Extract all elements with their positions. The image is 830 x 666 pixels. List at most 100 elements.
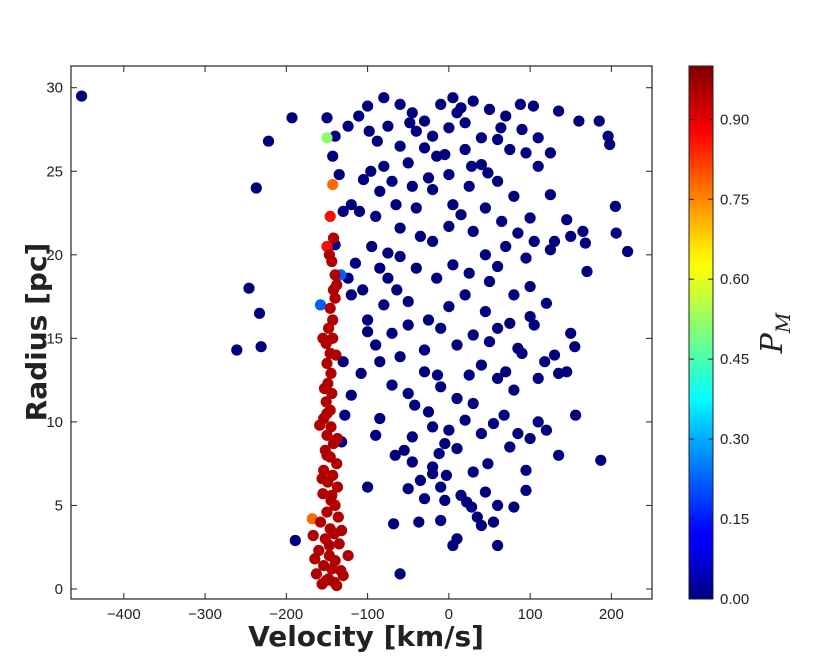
data-point <box>321 449 333 461</box>
data-point <box>370 339 382 351</box>
data-point <box>577 225 589 237</box>
data-point <box>409 399 421 411</box>
data-point <box>532 372 544 384</box>
x-axis-title: Velocity [km/s] <box>248 620 484 653</box>
data-point <box>378 160 390 172</box>
data-point <box>371 135 383 147</box>
data-point <box>508 384 520 396</box>
data-point <box>520 484 532 496</box>
data-point <box>402 157 414 169</box>
data-point <box>439 494 451 506</box>
data-point <box>362 314 374 326</box>
data-point <box>362 326 374 338</box>
data-point <box>362 481 374 493</box>
data-point <box>422 314 435 326</box>
data-point <box>593 115 605 127</box>
y-tick-label: 0 <box>55 581 63 598</box>
data-point <box>516 347 528 359</box>
data-point <box>463 267 475 279</box>
data-point <box>573 115 585 127</box>
data-point <box>527 100 540 112</box>
data-point <box>520 147 532 159</box>
data-point <box>314 419 326 431</box>
data-point <box>310 568 322 580</box>
data-point <box>406 456 418 468</box>
data-point <box>314 516 327 528</box>
data-point <box>544 244 557 256</box>
data-point <box>345 289 357 301</box>
data-point <box>394 568 406 580</box>
data-point <box>326 489 338 501</box>
data-point <box>455 209 467 221</box>
data-point <box>422 172 435 184</box>
data-point <box>331 433 344 445</box>
data-point <box>482 458 494 470</box>
data-point <box>492 133 504 146</box>
data-point <box>492 372 504 384</box>
data-point <box>487 516 500 528</box>
data-point <box>475 359 487 371</box>
data-point <box>508 289 520 301</box>
data-point <box>431 272 443 284</box>
data-point <box>386 379 398 391</box>
data-point <box>451 443 463 455</box>
data-point <box>479 306 491 318</box>
colorbar-tick-label: 0.00 <box>720 591 749 608</box>
data-point <box>366 240 378 253</box>
data-point <box>520 252 532 264</box>
data-point <box>402 483 414 495</box>
data-point <box>321 132 333 144</box>
data-point <box>569 341 581 353</box>
data-point <box>333 538 345 550</box>
data-point <box>475 159 487 171</box>
data-point <box>394 140 406 152</box>
data-point <box>331 481 344 493</box>
data-point <box>553 449 565 461</box>
data-point <box>353 205 366 217</box>
data-point <box>323 322 335 334</box>
colorbar <box>688 65 714 600</box>
data-point <box>250 182 262 194</box>
data-points-layer <box>76 90 634 592</box>
data-point <box>325 367 337 379</box>
data-point <box>427 235 439 247</box>
data-point <box>508 501 520 513</box>
data-point <box>540 424 553 436</box>
data-point <box>463 180 475 192</box>
data-point <box>443 122 455 134</box>
data-point <box>471 511 483 523</box>
data-point <box>327 179 339 191</box>
x-axis: −400 −300 −200 −100 0 100 200 <box>107 66 624 623</box>
data-point <box>548 349 561 361</box>
data-point <box>374 356 386 368</box>
data-point <box>459 143 471 156</box>
data-point <box>402 319 414 331</box>
data-point <box>524 281 536 293</box>
data-point <box>455 102 467 114</box>
data-point <box>339 409 351 421</box>
data-point <box>374 262 386 274</box>
data-point <box>455 489 467 501</box>
x-tick-label: −100 <box>351 606 385 623</box>
data-point <box>443 301 455 313</box>
data-point <box>330 349 342 361</box>
data-point <box>321 112 333 124</box>
data-point <box>349 257 361 269</box>
data-point <box>418 115 431 127</box>
y-tick-label: 20 <box>46 247 63 264</box>
data-point <box>370 429 382 441</box>
data-point <box>307 529 319 542</box>
data-point <box>329 499 341 511</box>
data-point <box>316 473 328 485</box>
data-point <box>492 322 504 334</box>
data-point <box>524 433 536 445</box>
data-point <box>579 237 592 249</box>
data-point <box>544 189 557 201</box>
data-point <box>475 132 487 144</box>
x-tick-label: −300 <box>188 606 222 623</box>
data-point <box>324 210 336 222</box>
data-point <box>498 409 510 421</box>
colorbar-tick-label: 0.90 <box>720 111 749 128</box>
data-point <box>345 389 357 401</box>
data-point <box>323 539 335 552</box>
